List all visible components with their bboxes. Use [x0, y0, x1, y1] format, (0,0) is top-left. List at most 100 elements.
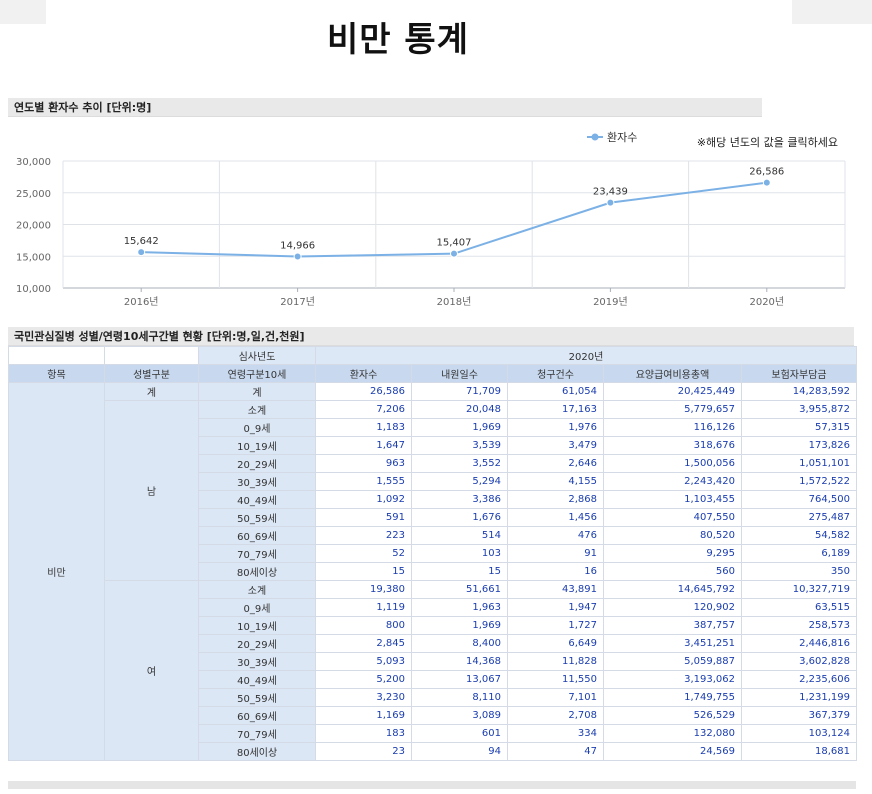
- year-header: 2020년: [315, 346, 857, 365]
- value-cell: 1,231,199: [741, 688, 857, 707]
- value-cell: 1,500,056: [603, 454, 742, 473]
- value-cell: 6,649: [507, 634, 604, 653]
- patient-trend-chart: 10,000 15,000 20,000 25,000 30,000 2016년 2017년…: [16, 131, 846, 308]
- age-group-header: 연령구분10세: [198, 364, 316, 383]
- legend-marker: [591, 133, 599, 141]
- data-label: 14,966: [280, 240, 315, 251]
- gender-total-cell: 계: [104, 382, 199, 401]
- value-cell: 173,826: [741, 436, 857, 455]
- x-tick-label: 2020년: [749, 296, 784, 308]
- value-cell: 5,093: [315, 652, 412, 671]
- data-label: 15,642: [124, 236, 159, 247]
- value-cell: 526,529: [603, 706, 742, 725]
- table-row: 비만 계 계 26,586 71,709 61,054 20,425,449 14,283,5…: [8, 382, 857, 761]
- value-cell: 3,089: [411, 706, 508, 725]
- gender-header: 성별구분: [104, 364, 199, 383]
- data-point[interactable]: [606, 198, 615, 207]
- age-group-cell: 소계: [198, 580, 316, 599]
- value-cell: 2,845: [315, 634, 412, 653]
- x-tick-label: 2018년: [437, 296, 472, 308]
- value-cell: 132,080: [603, 724, 742, 743]
- table-header-row-columns: 항목 성별구분 연령구분10세 환자수 내원일수 청구건수 요양급여비용총액 보험자부담금: [8, 364, 857, 383]
- insurer-share-header: 보험자부담금: [741, 364, 857, 383]
- item-header: 항목: [8, 364, 105, 383]
- chart-section-header: 연도별 환자수 추이 [단위:명]: [8, 98, 762, 117]
- value-cell: 10,327,719: [741, 580, 857, 599]
- value-cell: 5,059,887: [603, 652, 742, 671]
- value-cell: 223: [315, 526, 412, 545]
- value-cell: 91: [507, 544, 604, 563]
- value-cell: 2,243,420: [603, 472, 742, 491]
- table-row: 50_59세 591 1,676 1,456 407,550 275,487: [9, 508, 857, 527]
- value-cell: 63,515: [741, 598, 857, 617]
- value-cell: 476: [507, 526, 604, 545]
- item-cell: 비만: [8, 382, 105, 761]
- value-cell: 20,048: [411, 400, 508, 419]
- value-cell: 3,193,062: [603, 670, 742, 689]
- data-point[interactable]: [762, 178, 771, 187]
- value-cell: 1,103,455: [603, 490, 742, 509]
- x-tick-label: 2016년: [124, 296, 159, 308]
- value-cell: 3,552: [411, 454, 508, 473]
- age-group-cell: 60_69세: [198, 526, 316, 545]
- value-cell: 560: [603, 562, 742, 581]
- age-group-cell: 50_59세: [198, 688, 316, 707]
- data-point[interactable]: [137, 248, 146, 257]
- age-group-cell: 80세이상: [198, 562, 316, 581]
- table-row: 40_49세 5,200 13,067 11,550 3,193,062 2,235,60…: [9, 670, 857, 689]
- value-cell: 5,779,657: [603, 400, 742, 419]
- total-cost-header: 요양급여비용총액: [603, 364, 742, 383]
- stats-table-container: 심사년도 2020년 항목 성별구분 연령구분10세 환자수 내원일수 청구건수 요양급여비…: [8, 346, 857, 761]
- y-tick-label: 25,000: [16, 189, 51, 200]
- data-point[interactable]: [450, 249, 458, 258]
- value-cell: 4,155: [507, 472, 604, 491]
- value-cell: 1,119: [315, 598, 412, 617]
- data-label: 15,407: [437, 238, 472, 249]
- value-cell: 1,051,101: [741, 454, 857, 473]
- table-bottom-scrollbar[interactable]: [8, 781, 856, 789]
- visit-days-header: 내원일수: [411, 364, 508, 383]
- table-row: 70_79세 52 103 91 9,295 6,189: [9, 544, 857, 563]
- value-cell: 54,582: [741, 526, 857, 545]
- claims-header: 청구건수: [507, 364, 604, 383]
- value-cell: 3,230: [315, 688, 412, 707]
- value-cell: 2,708: [507, 706, 604, 725]
- age-group-cell: 0_9세: [198, 598, 316, 617]
- age-group-cell: 70_79세: [198, 544, 316, 563]
- value-cell: 47: [507, 742, 604, 761]
- age-group-cell: 70_79세: [198, 724, 316, 743]
- age-group-cell: 10_19세: [198, 616, 316, 635]
- age-group-cell: 소계: [198, 400, 316, 419]
- value-cell: 11,550: [507, 670, 604, 689]
- value-cell: 18,681: [741, 742, 857, 761]
- table-row: 60_69세 1,169 3,089 2,708 526,529 367,379: [9, 706, 857, 725]
- value-cell: 26,586: [315, 382, 412, 401]
- value-cell: 80,520: [603, 526, 742, 545]
- value-cell: 1,969: [411, 418, 508, 437]
- value-cell: 1,572,522: [741, 472, 857, 491]
- data-point[interactable]: [293, 252, 302, 261]
- value-cell: 13,067: [411, 670, 508, 689]
- value-cell: 52: [315, 544, 412, 563]
- gender-cell: 남: [104, 400, 199, 581]
- age-group-cell: 80세이상: [198, 742, 316, 761]
- data-label: 26,586: [749, 167, 784, 178]
- value-cell: 15: [411, 562, 508, 581]
- value-cell: 3,451,251: [603, 634, 742, 653]
- value-cell: 7,206: [315, 400, 412, 419]
- age-group-cell: 40_49세: [198, 670, 316, 689]
- value-cell: 14,645,792: [603, 580, 742, 599]
- y-tick-label: 10,000: [16, 284, 51, 295]
- x-tick-label: 2017년: [280, 296, 315, 308]
- value-cell: 3,386: [411, 490, 508, 509]
- value-cell: 43,891: [507, 580, 604, 599]
- patients-header: 환자수: [315, 364, 412, 383]
- age-group-cell: 30_39세: [198, 652, 316, 671]
- table-row: 20_29세 2,845 8,400 6,649 3,451,251 2,446,816: [9, 634, 857, 653]
- value-cell: 23: [315, 742, 412, 761]
- value-cell: 9,295: [603, 544, 742, 563]
- value-cell: 14,368: [411, 652, 508, 671]
- value-cell: 5,200: [315, 670, 412, 689]
- value-cell: 116,126: [603, 418, 742, 437]
- value-cell: 334: [507, 724, 604, 743]
